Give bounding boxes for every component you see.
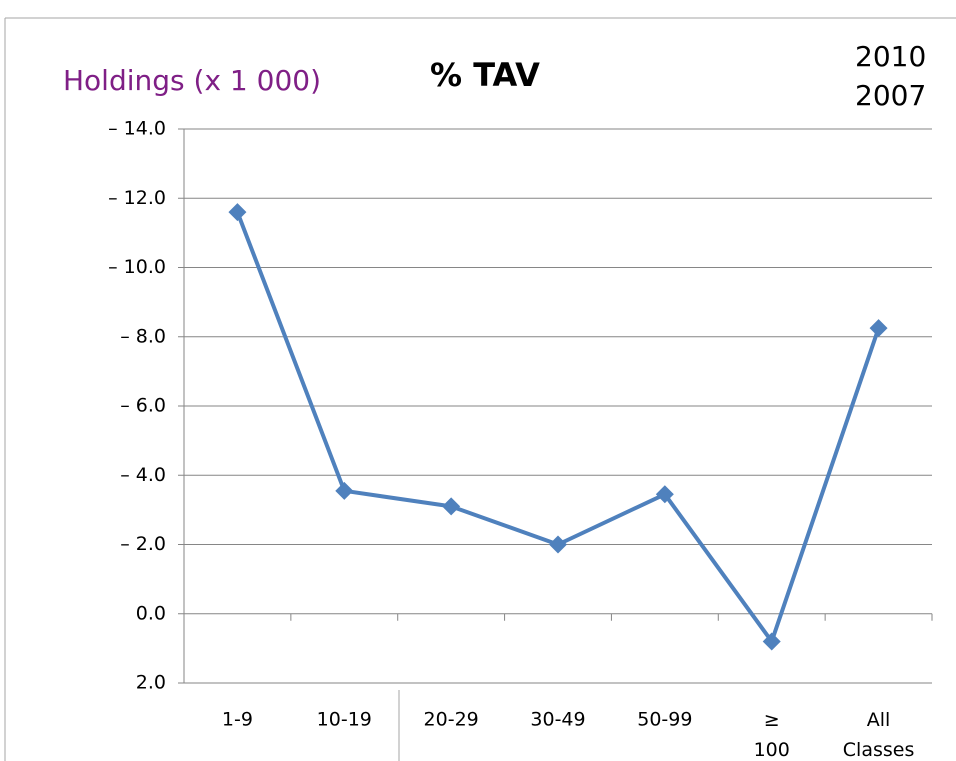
- legend-entry: 2010: [855, 40, 926, 73]
- marker: [442, 497, 461, 516]
- y-tick-label: 2.0: [136, 672, 166, 694]
- x-tick-label: 1-9: [222, 709, 253, 731]
- x-tick-label: All Classes: [843, 709, 915, 761]
- x-tick-label: ≥100: [754, 709, 790, 761]
- marker: [335, 481, 354, 500]
- y-tick-label: – 6.0: [120, 395, 166, 417]
- x-tick-label: 50-99: [637, 709, 692, 731]
- data-line: [235, 211, 881, 644]
- x-tick-label: 20-29: [424, 709, 479, 731]
- y-tick-label: – 8.0: [120, 325, 166, 347]
- legend-entry: 2007: [855, 79, 926, 112]
- y-tick-label: 0.0: [136, 602, 166, 624]
- y-tick-label: – 10.0: [108, 256, 166, 278]
- y-tick-label: – 14.0: [108, 118, 166, 140]
- marker: [228, 203, 247, 222]
- marker: [869, 319, 888, 338]
- x-tick-label: 10-19: [317, 709, 372, 731]
- x-tick-label: 30-49: [530, 709, 585, 731]
- marker: [762, 632, 781, 651]
- marker: [655, 485, 674, 504]
- axis-title: Holdings (x 1 000): [63, 64, 321, 97]
- y-tick-label: – 2.0: [120, 533, 166, 555]
- y-tick-label: – 4.0: [120, 464, 166, 486]
- y-tick-label: – 12.0: [108, 187, 166, 209]
- chart-title: % TAV: [430, 56, 540, 94]
- marker: [549, 535, 567, 554]
